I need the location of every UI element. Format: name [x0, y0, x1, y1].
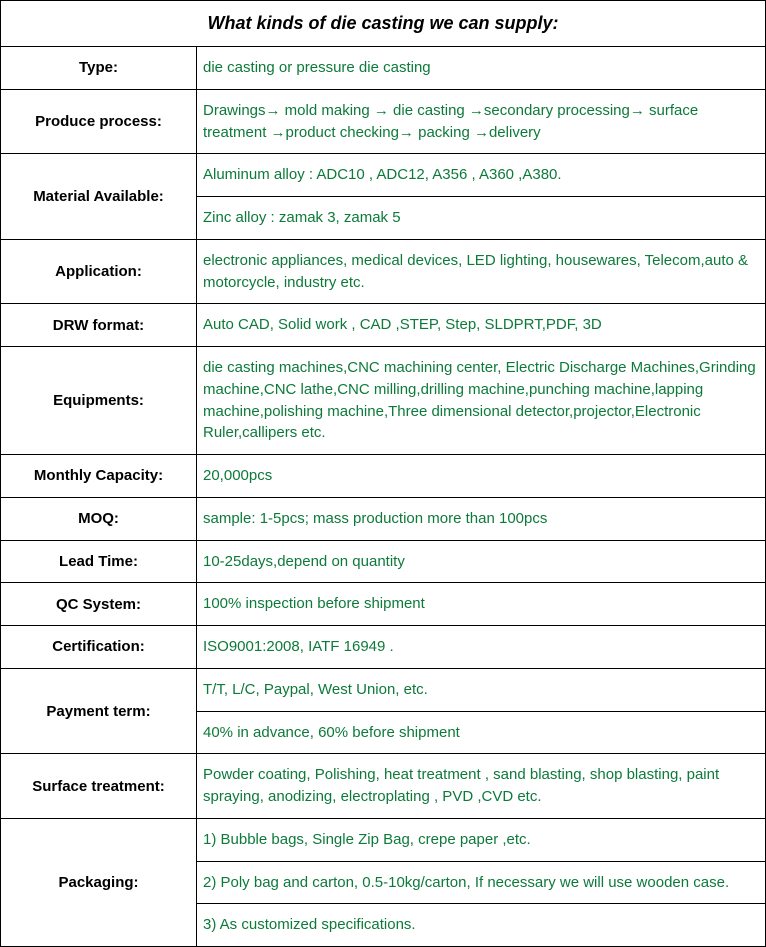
table-row: Packaging: 1) Bubble bags, Single Zip Ba…: [1, 819, 765, 946]
row-label: Application:: [1, 240, 197, 304]
row-values: Drawings→ mold making → die casting →sec…: [197, 90, 765, 154]
row-value: Zinc alloy : zamak 3, zamak 5: [197, 196, 765, 239]
row-value: 1) Bubble bags, Single Zip Bag, crepe pa…: [197, 819, 765, 861]
row-values: 10-25days,depend on quantity: [197, 541, 765, 583]
table-row: Monthly Capacity: 20,000pcs: [1, 455, 765, 498]
row-value: die casting machines,CNC machining cente…: [197, 347, 765, 454]
table-row: Payment term: T/T, L/C, Paypal, West Uni…: [1, 669, 765, 755]
row-value: T/T, L/C, Paypal, West Union, etc.: [197, 669, 765, 711]
row-label: Type:: [1, 47, 197, 89]
row-value: 3) As customized specifications.: [197, 903, 765, 946]
row-label: Produce process:: [1, 90, 197, 154]
table-row: Application: electronic appliances, medi…: [1, 240, 765, 305]
row-values: 20,000pcs: [197, 455, 765, 497]
row-label: DRW format:: [1, 304, 197, 346]
row-values: 100% inspection before shipment: [197, 583, 765, 625]
row-value: die casting or pressure die casting: [197, 47, 765, 89]
row-value: Aluminum alloy : ADC10 , ADC12, A356 , A…: [197, 154, 765, 196]
table-row: Surface treatment: Powder coating, Polis…: [1, 754, 765, 819]
table-row: MOQ: sample: 1-5pcs; mass production mor…: [1, 498, 765, 541]
table-row: Produce process: Drawings→ mold making →…: [1, 90, 765, 155]
row-label: Surface treatment:: [1, 754, 197, 818]
row-label: QC System:: [1, 583, 197, 625]
row-value: 2) Poly bag and carton, 0.5-10kg/carton,…: [197, 861, 765, 904]
row-values: sample: 1-5pcs; mass production more tha…: [197, 498, 765, 540]
row-values: Auto CAD, Solid work , CAD ,STEP, Step, …: [197, 304, 765, 346]
row-value: Auto CAD, Solid work , CAD ,STEP, Step, …: [197, 304, 765, 346]
row-values: 1) Bubble bags, Single Zip Bag, crepe pa…: [197, 819, 765, 946]
row-value: ISO9001:2008, IATF 16949 .: [197, 626, 765, 668]
row-value: 20,000pcs: [197, 455, 765, 497]
row-values: die casting or pressure die casting: [197, 47, 765, 89]
table-row: Lead Time: 10-25days,depend on quantity: [1, 541, 765, 584]
row-label: MOQ:: [1, 498, 197, 540]
row-values: T/T, L/C, Paypal, West Union, etc. 40% i…: [197, 669, 765, 754]
row-value: Powder coating, Polishing, heat treatmen…: [197, 754, 765, 818]
row-label: Monthly Capacity:: [1, 455, 197, 497]
row-values: Aluminum alloy : ADC10 , ADC12, A356 , A…: [197, 154, 765, 239]
row-values: electronic appliances, medical devices, …: [197, 240, 765, 304]
table-row: Type: die casting or pressure die castin…: [1, 47, 765, 90]
spec-table: What kinds of die casting we can supply:…: [0, 0, 766, 947]
table-row: QC System: 100% inspection before shipme…: [1, 583, 765, 626]
row-label: Equipments:: [1, 347, 197, 454]
row-values: Powder coating, Polishing, heat treatmen…: [197, 754, 765, 818]
row-label: Material Available:: [1, 154, 197, 239]
row-label: Packaging:: [1, 819, 197, 946]
row-value: Drawings→ mold making → die casting →sec…: [197, 90, 765, 154]
row-label: Lead Time:: [1, 541, 197, 583]
row-label: Certification:: [1, 626, 197, 668]
table-title: What kinds of die casting we can supply:: [1, 1, 765, 47]
row-value: sample: 1-5pcs; mass production more tha…: [197, 498, 765, 540]
row-value: 100% inspection before shipment: [197, 583, 765, 625]
row-label: Payment term:: [1, 669, 197, 754]
table-row: Equipments: die casting machines,CNC mac…: [1, 347, 765, 455]
row-value: electronic appliances, medical devices, …: [197, 240, 765, 304]
row-value: 40% in advance, 60% before shipment: [197, 711, 765, 754]
row-values: ISO9001:2008, IATF 16949 .: [197, 626, 765, 668]
row-values: die casting machines,CNC machining cente…: [197, 347, 765, 454]
table-row: Certification: ISO9001:2008, IATF 16949 …: [1, 626, 765, 669]
table-row: Material Available: Aluminum alloy : ADC…: [1, 154, 765, 240]
row-value: 10-25days,depend on quantity: [197, 541, 765, 583]
table-row: DRW format: Auto CAD, Solid work , CAD ,…: [1, 304, 765, 347]
